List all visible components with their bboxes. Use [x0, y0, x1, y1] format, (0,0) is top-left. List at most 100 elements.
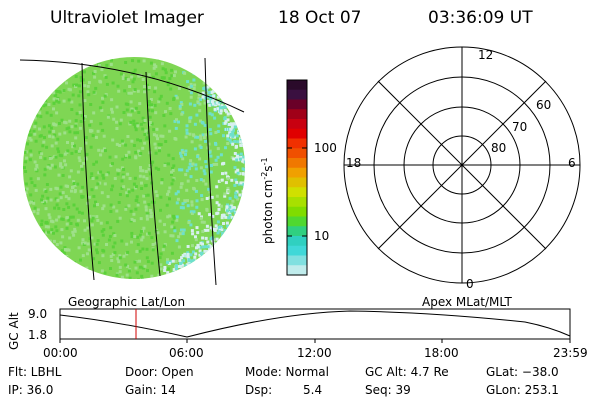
mlt-label-6: 6 — [568, 156, 576, 170]
image-pixel — [222, 161, 226, 165]
image-pixel — [48, 134, 52, 138]
image-pixel — [24, 250, 28, 254]
image-pixel — [239, 264, 243, 268]
image-pixel — [178, 63, 182, 66]
image-pixel — [221, 106, 225, 109]
image-pixel — [215, 237, 219, 241]
image-pixel — [138, 249, 142, 253]
image-pixel — [106, 115, 110, 119]
image-pixel — [130, 231, 134, 235]
altitude-curve — [59, 310, 571, 338]
image-pixel — [142, 226, 146, 230]
image-pixel — [48, 239, 52, 243]
image-pixel — [69, 215, 73, 219]
image-pixel — [234, 195, 238, 199]
colorbar-segment — [287, 236, 307, 247]
image-pixel — [179, 206, 183, 210]
image-pixel — [126, 172, 130, 176]
image-pixel — [51, 262, 54, 266]
image-pixel — [186, 251, 190, 255]
image-pixel — [110, 107, 114, 111]
image-pixel — [69, 169, 73, 173]
image-pixel — [170, 251, 174, 255]
image-pixel — [208, 112, 212, 116]
image-pixel — [81, 254, 85, 258]
image-pixel — [226, 241, 230, 245]
image-pixel — [151, 248, 155, 252]
image-pixel — [96, 57, 100, 61]
image-pixel — [172, 214, 176, 218]
image-pixel — [193, 122, 197, 126]
image-pixel — [136, 243, 140, 247]
image-pixel — [179, 232, 182, 236]
image-pixel — [26, 233, 30, 237]
image-pixel — [103, 94, 107, 98]
image-pixel — [141, 169, 145, 173]
image-pixel — [134, 156, 138, 160]
image-pixel — [93, 75, 97, 79]
image-pixel — [65, 216, 69, 220]
image-pixel — [150, 105, 154, 109]
image-pixel — [171, 178, 175, 182]
image-pixel — [81, 238, 85, 242]
image-pixel — [92, 194, 96, 198]
image-pixel — [158, 279, 161, 282]
image-pixel — [157, 167, 161, 171]
image-pixel — [229, 140, 233, 144]
image-pixel — [74, 150, 78, 154]
mlat-label-60: 60 — [536, 98, 552, 112]
image-pixel — [38, 87, 42, 91]
image-pixel — [94, 135, 98, 139]
image-pixel — [185, 263, 189, 267]
image-pixel — [57, 206, 61, 210]
status-door: Door: Open — [125, 365, 194, 379]
image-pixel — [50, 144, 54, 148]
image-pixel — [150, 103, 153, 107]
mlt-label-12: 12 — [478, 48, 494, 62]
image-pixel — [141, 247, 145, 251]
image-pixel — [214, 258, 218, 262]
image-pixel — [129, 100, 133, 104]
image-pixel — [173, 272, 177, 276]
image-pixel — [139, 152, 143, 155]
image-pixel — [238, 157, 242, 161]
image-pixel — [222, 213, 226, 217]
image-pixel — [79, 76, 83, 80]
image-pixel — [82, 70, 86, 74]
image-pixel — [205, 259, 209, 263]
status-gc-alt: GC Alt: 4.7 Re — [365, 365, 449, 379]
image-pixel — [118, 256, 122, 260]
image-pixel — [112, 232, 116, 236]
image-pixel — [174, 259, 178, 263]
image-pixel — [169, 234, 173, 238]
image-pixel — [194, 235, 197, 239]
image-pixel — [134, 207, 138, 211]
image-pixel — [44, 98, 47, 102]
image-pixel — [32, 201, 36, 205]
image-pixel — [134, 150, 138, 154]
image-pixel — [176, 197, 180, 201]
image-pixel — [41, 70, 45, 74]
image-pixel — [246, 140, 249, 143]
image-pixel — [206, 228, 210, 232]
image-pixel — [106, 171, 110, 175]
image-pixel — [159, 134, 163, 138]
image-pixel — [97, 171, 101, 175]
image-pixel — [219, 109, 223, 113]
image-pixel — [207, 142, 211, 146]
image-pixel — [211, 214, 215, 218]
image-pixel — [243, 116, 245, 120]
image-pixel — [89, 145, 93, 149]
image-pixel — [246, 193, 249, 196]
image-pixel — [54, 186, 58, 190]
longitude-line — [81, 62, 95, 281]
image-pixel — [160, 181, 164, 185]
image-pixel — [84, 136, 88, 139]
image-pixel — [235, 155, 239, 158]
image-pixel — [37, 248, 41, 252]
image-pixel — [66, 149, 70, 153]
orbit-xtick-label: 06:00 — [169, 346, 204, 360]
image-pixel — [201, 91, 205, 95]
image-pixel — [47, 213, 51, 217]
image-pixel — [215, 80, 219, 84]
